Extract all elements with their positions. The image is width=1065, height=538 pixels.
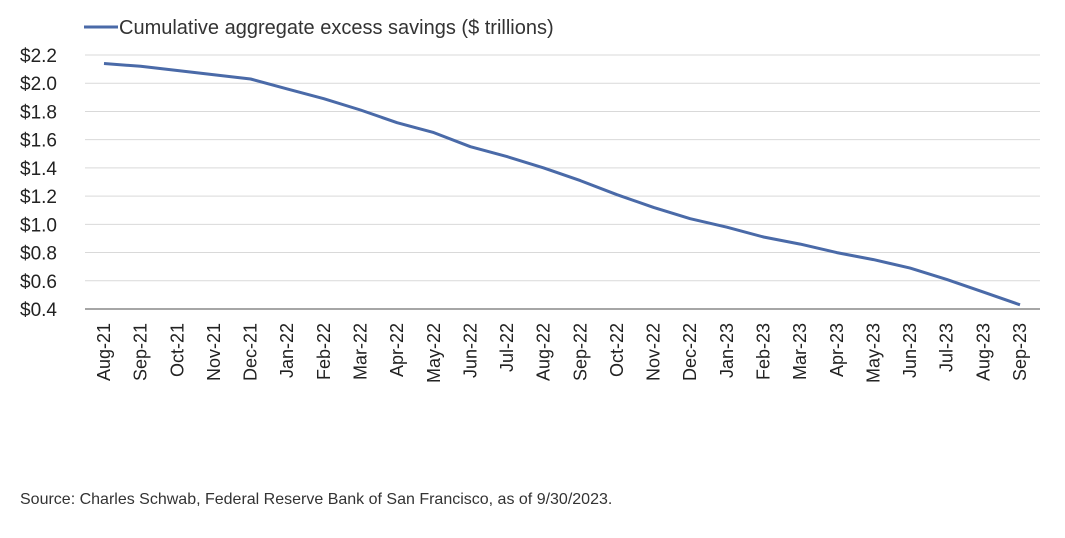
data-point: [799, 243, 802, 246]
data-point: [689, 217, 692, 220]
data-point: [286, 87, 289, 90]
x-tick-label: Oct-22: [607, 323, 627, 377]
y-tick-label: $0.8: [20, 244, 57, 265]
data-point: [249, 78, 252, 81]
data-point: [835, 251, 838, 254]
x-tick-label: Nov-21: [204, 323, 224, 381]
data-point: [469, 145, 472, 148]
x-tick-label: Aug-23: [973, 323, 993, 381]
data-point: [652, 206, 655, 209]
x-tick-label: Mar-23: [790, 323, 810, 380]
x-tick-label: Jul-23: [937, 323, 957, 372]
x-tick-label: Feb-22: [314, 323, 334, 380]
x-tick-label: Apr-22: [387, 323, 407, 377]
x-tick-label: May-23: [863, 323, 883, 383]
data-point: [139, 65, 142, 68]
y-tick-label: $1.2: [20, 187, 57, 208]
data-point: [176, 69, 179, 72]
y-tick-label: $1.4: [20, 159, 57, 180]
y-tick-label: $2.0: [20, 74, 57, 95]
data-point: [213, 73, 216, 76]
x-tick-label: Jun-23: [900, 323, 920, 378]
data-point: [762, 236, 765, 239]
legend: Cumulative aggregate excess savings ($ t…: [84, 17, 554, 39]
x-tick-label: Jan-22: [277, 323, 297, 378]
x-tick-label: Jan-23: [717, 323, 737, 378]
excess-savings-chart: Cumulative aggregate excess savings ($ t…: [20, 17, 1040, 383]
data-point: [322, 97, 325, 100]
data-point: [909, 267, 912, 270]
x-tick-label: May-22: [424, 323, 444, 383]
series-layer: [103, 62, 1022, 307]
x-axis: Aug-21 Sep-21 Oct-21 Nov-21 Dec-21 Jan-22 Feb-…: [94, 323, 1030, 383]
y-axis: $2.2 $2.0 $1.8 $1.6 $1.4 $1.2 $1.0 $0.8 $0.6 $0.4: [20, 46, 57, 321]
x-tick-label: Feb-23: [754, 323, 774, 380]
x-tick-label: Jul-22: [497, 323, 517, 372]
x-tick-label: Oct-21: [167, 323, 187, 377]
y-tick-label: $1.0: [20, 215, 57, 236]
series-line: [103, 62, 1021, 307]
y-tick-label: $0.6: [20, 272, 57, 293]
data-point: [506, 155, 509, 158]
data-point: [1019, 303, 1022, 306]
data-point: [359, 109, 362, 112]
x-tick-label: Mar-22: [350, 323, 370, 380]
x-tick-label: Nov-22: [644, 323, 664, 381]
source-note: Source: Charles Schwab, Federal Reserve …: [20, 491, 613, 508]
x-tick-label: Jun-22: [460, 323, 480, 378]
x-tick-label: Apr-23: [827, 323, 847, 377]
x-tick-label: Dec-22: [680, 323, 700, 381]
data-point: [945, 278, 948, 281]
y-tick-label: $0.4: [20, 300, 57, 321]
x-tick-label: Aug-22: [534, 323, 554, 381]
legend-label: Cumulative aggregate excess savings ($ t…: [119, 17, 554, 39]
data-point: [432, 131, 435, 134]
x-tick-label: Sep-21: [131, 323, 151, 381]
y-tick-label: $2.2: [20, 46, 57, 67]
data-point: [396, 121, 399, 124]
data-point: [872, 258, 875, 261]
x-tick-label: Sep-23: [1010, 323, 1030, 381]
x-tick-label: Aug-21: [94, 323, 114, 381]
y-tick-label: $1.8: [20, 102, 57, 123]
data-point: [725, 226, 728, 229]
data-point: [542, 166, 545, 169]
data-point: [579, 179, 582, 182]
data-point: [616, 193, 619, 196]
y-tick-label: $1.6: [20, 131, 57, 152]
x-tick-label: Sep-22: [570, 323, 590, 381]
x-tick-label: Dec-21: [241, 323, 261, 381]
data-point: [982, 291, 985, 294]
gridlines: [85, 54, 1040, 310]
data-point: [103, 62, 106, 65]
